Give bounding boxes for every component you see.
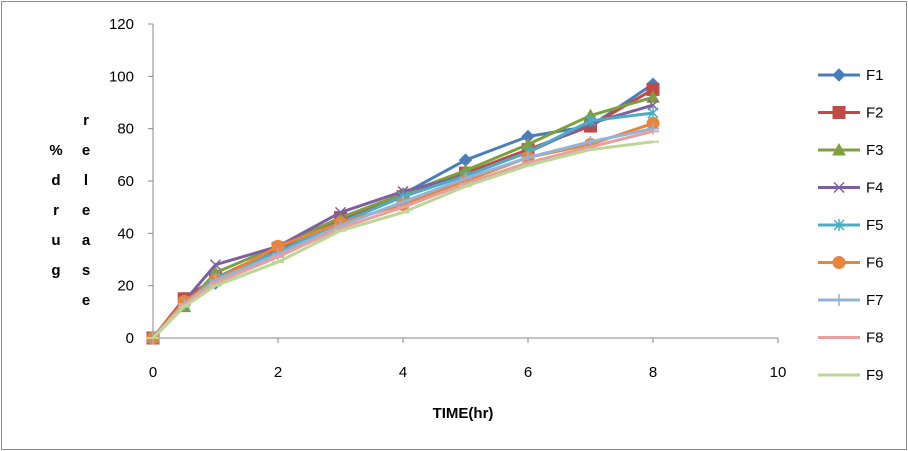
x-tick-label: 4 (399, 364, 407, 381)
y-label-letter: e (82, 292, 90, 309)
legend-label: F5 (866, 217, 884, 234)
data-point (584, 114, 597, 127)
series-line (151, 140, 654, 340)
series-f4 (147, 99, 659, 344)
y-tick-label: 0 (126, 330, 134, 347)
series-f7 (147, 122, 659, 344)
y-tick-label: 120 (109, 16, 134, 33)
y-label-letter: e (82, 202, 90, 219)
series-line (151, 129, 654, 340)
legend-item-f3: F3 (818, 142, 884, 159)
data-point (209, 259, 222, 271)
legend-label: F4 (866, 180, 884, 197)
x-tick-label: 8 (649, 364, 657, 381)
y-tick-label: 100 (109, 68, 134, 85)
legend-label: F6 (866, 255, 884, 272)
data-point (647, 99, 659, 111)
legend-item-f5: F5 (818, 217, 884, 234)
x-tick-label: 6 (524, 364, 532, 381)
y-label-letter: % (49, 142, 62, 159)
y-label-letter: d (51, 172, 60, 189)
legend-item-f6: F6 (818, 255, 884, 272)
legend-item-f8: F8 (818, 330, 884, 347)
x-tick-label: 0 (149, 364, 157, 381)
data-point (334, 206, 347, 218)
legend-marker (833, 219, 845, 231)
legend-label: F9 (866, 367, 884, 384)
legend-label: F1 (866, 67, 884, 84)
legend-label: F2 (866, 105, 884, 122)
x-axis-label: TIME(hr) (433, 405, 494, 422)
series-f9 (147, 140, 659, 340)
series-lines (146, 77, 660, 345)
legend-label: F7 (866, 292, 884, 309)
legend-marker (832, 106, 846, 119)
y-label-letter: r (53, 202, 59, 219)
series-line (151, 103, 654, 339)
legend-marker (833, 294, 845, 306)
legend-marker (832, 256, 846, 269)
y-tick-label: 80 (117, 121, 134, 138)
data-point (646, 90, 660, 103)
legend-label: F8 (866, 330, 884, 347)
series-line (151, 95, 654, 340)
legend-marker (832, 68, 846, 82)
series-line (151, 122, 654, 339)
y-label-letter: s (82, 262, 90, 279)
legend-item-f4: F4 (818, 180, 884, 197)
y-label-letter: l (84, 172, 88, 189)
x-tick-labels: 0 2 4 6 8 10 (149, 364, 787, 381)
x-tick-label: 2 (274, 364, 282, 381)
x-tick-label: 10 (770, 364, 787, 381)
legend-label: F3 (866, 142, 884, 159)
legend-item-f2: F2 (818, 105, 884, 122)
y-label-letter: a (82, 232, 91, 249)
y-label-letter: g (51, 262, 60, 279)
legend-item-f7: F7 (818, 292, 884, 309)
legend-marker (833, 181, 845, 194)
y-tick-label: 20 (117, 278, 134, 295)
legend-item-f1: F1 (818, 67, 884, 84)
y-label-letter: e (82, 142, 90, 159)
series-line (151, 127, 654, 340)
y-tick-labels: 0 20 40 60 80 100 120 (109, 16, 134, 347)
legend-marker (832, 142, 846, 156)
y-tick-label: 40 (117, 225, 134, 242)
legend-item-f9: F9 (818, 367, 884, 384)
legend: F1 F2 F3 F4 F5 F6 F7 F8 F9 (818, 67, 884, 384)
series-f8 (147, 129, 659, 340)
y-tick-label: 60 (117, 173, 134, 190)
y-label-letter: r (83, 112, 89, 129)
y-label-letter: u (51, 232, 60, 249)
